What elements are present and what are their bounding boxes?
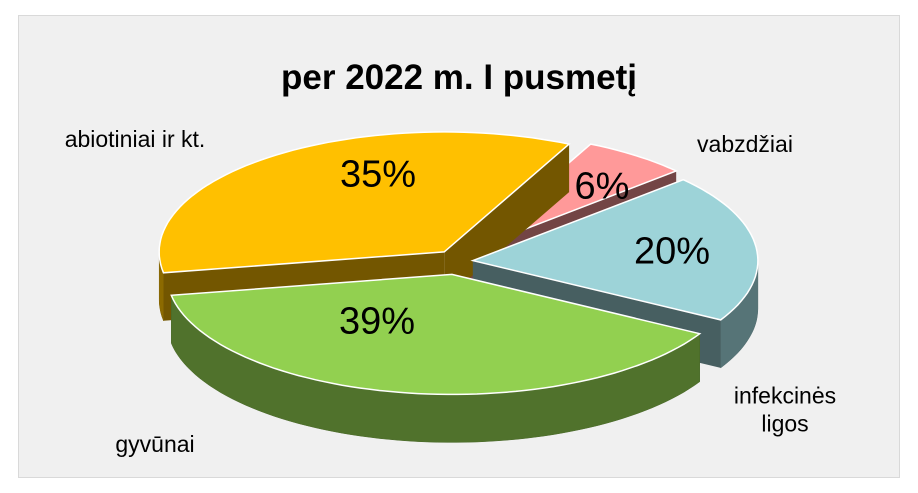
slice <box>470 178 759 321</box>
category-label: vabzdžiai <box>697 131 793 158</box>
data-label: 6% <box>574 165 630 208</box>
data-label: 35% <box>339 153 417 196</box>
slice <box>170 273 702 396</box>
category-label: gyvūnai <box>115 431 195 458</box>
data-label: 39% <box>338 300 416 343</box>
category-label: abiotiniai ir kt. <box>64 126 206 153</box>
slice <box>158 131 571 274</box>
category-label: infekcinės ligos <box>733 382 837 436</box>
chart-title: per 2022 m. I pusmetį <box>281 58 637 97</box>
data-label: 20% <box>633 230 711 273</box>
